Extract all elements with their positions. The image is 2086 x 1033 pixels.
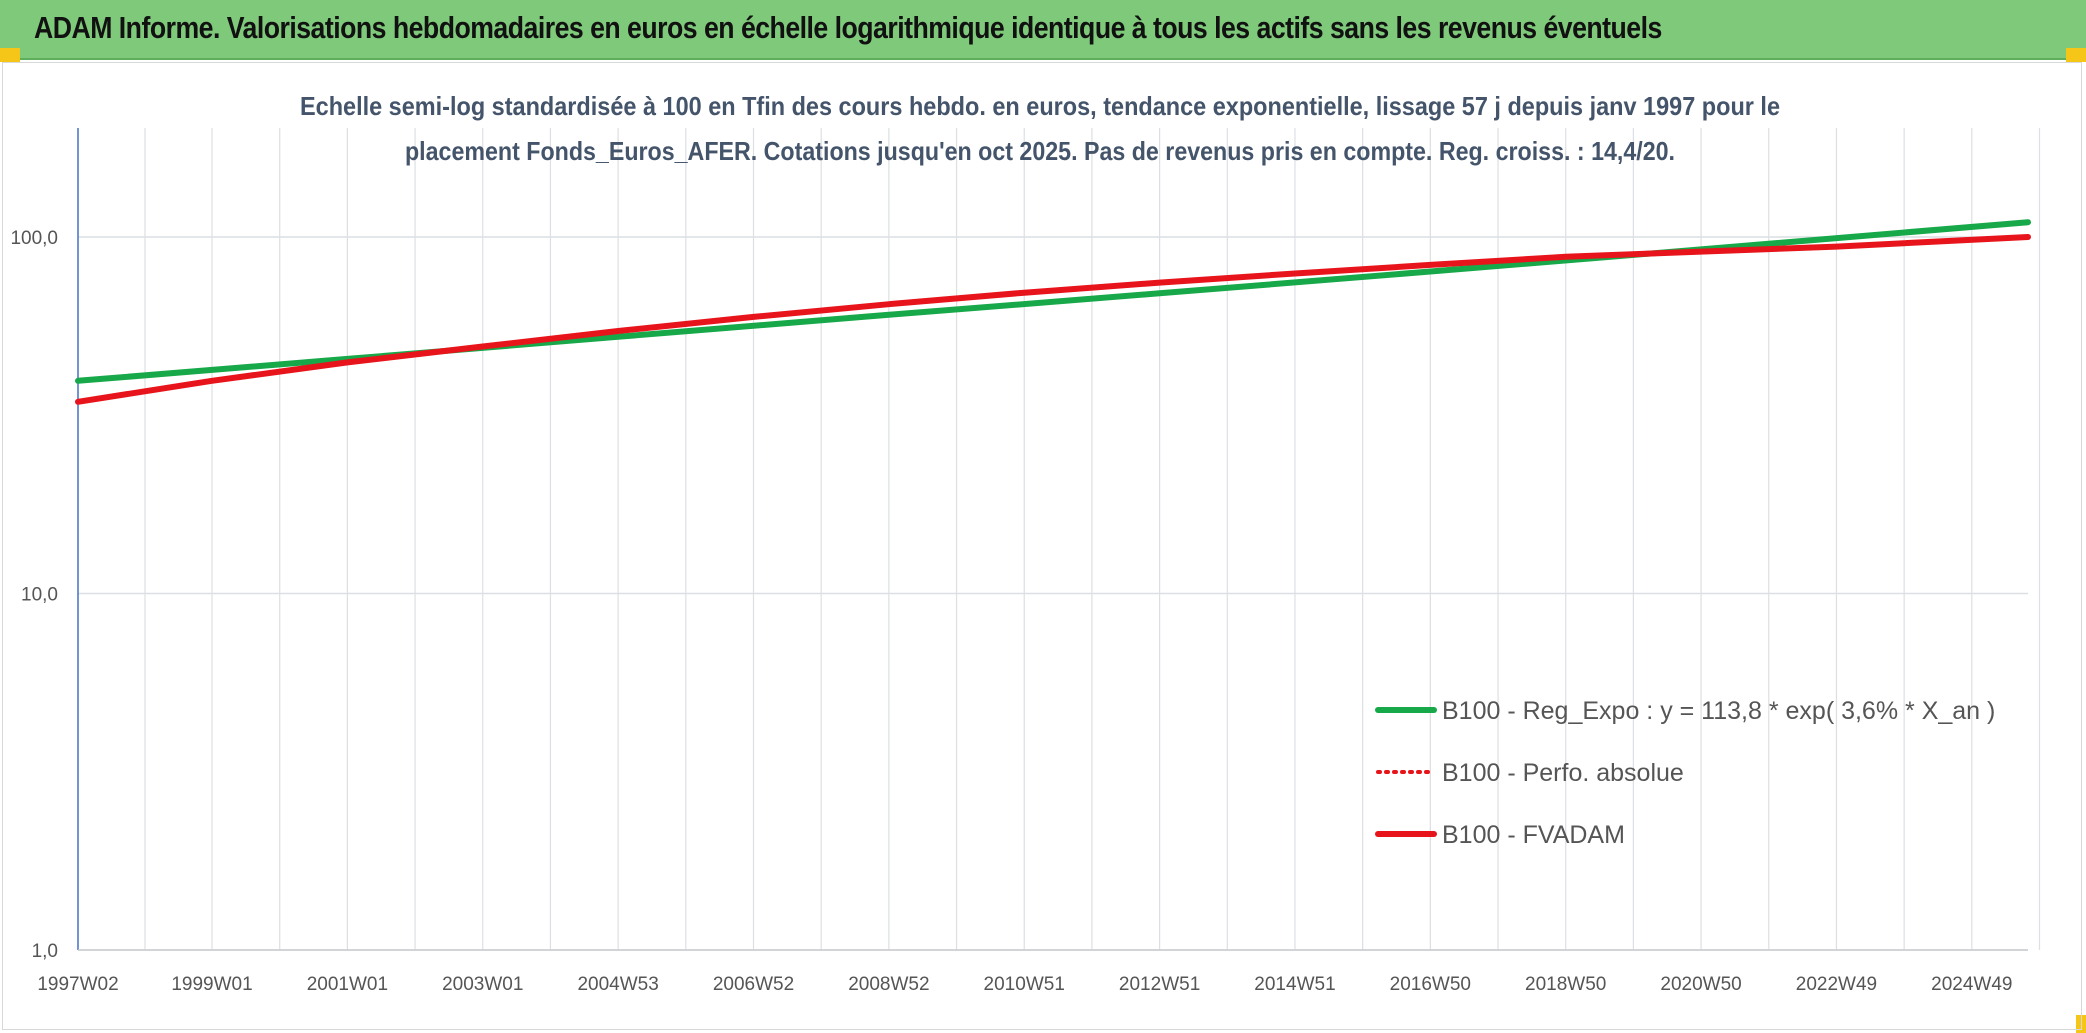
y-tick-label: 10,0 [21, 585, 58, 606]
x-tick-label: 2004W53 [577, 974, 658, 995]
legend-label: B100 - FVADAM [1442, 821, 1625, 849]
chart-title: Echelle semi-log standardisée à 100 en T… [300, 91, 1780, 166]
x-tick-label: 2008W52 [848, 974, 929, 995]
report-title: ADAM Informe. Valorisations hebdomadaire… [34, 10, 1662, 45]
x-tick-label: 2018W50 [1525, 974, 1606, 995]
accent-corner-right [2066, 48, 2086, 62]
x-tick-label: 2003W01 [442, 974, 523, 995]
y-tick-label: 100,0 [10, 228, 58, 249]
title-banner: ADAM Informe. Valorisations hebdomadaire… [0, 0, 2086, 60]
x-tick-label: 2012W51 [1119, 974, 1200, 995]
y-tick-label: 1,0 [32, 941, 58, 962]
chart-title-line: placement Fonds_Euros_AFER. Cotations ju… [405, 136, 1675, 166]
series-line-1 [76, 235, 2030, 404]
chart-title-line: Echelle semi-log standardisée à 100 en T… [300, 91, 1780, 121]
series-layer [75, 219, 2031, 405]
accent-corner-left [0, 48, 20, 62]
x-tick-label: 1999W01 [171, 974, 252, 995]
x-tick-label: 2020W50 [1660, 974, 1741, 995]
x-tick-label: 2006W52 [713, 974, 794, 995]
x-tick-label: 2014W51 [1254, 974, 1335, 995]
legend-label: B100 - Perfo. absolue [1442, 759, 1684, 787]
legend-label: B100 - Reg_Expo : y = 113,8 * exp( 3,6% … [1442, 697, 1995, 725]
chart-frame [2, 62, 2082, 1030]
x-tick-label: 2016W50 [1390, 974, 1471, 995]
x-tick-label: 2001W01 [307, 974, 388, 995]
series-line-2 [75, 234, 2031, 405]
x-tick-label: 2024W49 [1931, 974, 2012, 995]
x-tick-label: 2022W49 [1796, 974, 1877, 995]
x-tick-label: 2010W51 [984, 974, 1065, 995]
axis-layer: 100,0 10,0 1,0 1997W02 1999W01 2001W01 2003W01… [10, 128, 2028, 995]
grid-layer [78, 128, 2041, 951]
x-tick-label: 1997W02 [37, 974, 118, 995]
legend: B100 - Reg_Expo : y = 113,8 * exp( 3,6% … [1375, 697, 1995, 849]
